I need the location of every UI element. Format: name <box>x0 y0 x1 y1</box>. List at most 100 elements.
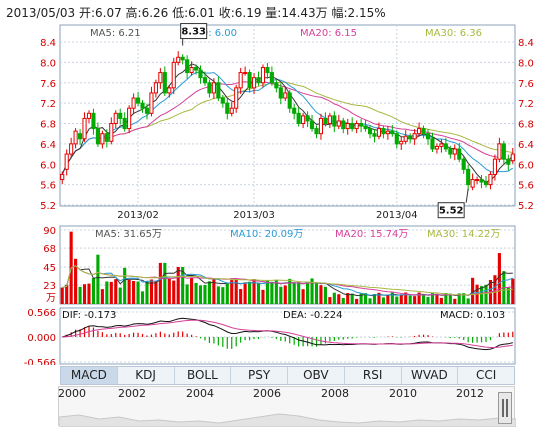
candle-body <box>296 112 301 124</box>
candle-body <box>327 115 332 124</box>
volume-bar <box>417 292 421 304</box>
volume-bar <box>181 267 185 304</box>
candle-body <box>73 130 78 145</box>
candle-body <box>176 56 181 63</box>
volume-y-tick: 68 <box>43 244 56 255</box>
volume-bar <box>149 279 154 304</box>
annotation-box <box>437 202 465 219</box>
candle-body <box>287 92 292 109</box>
candle-body <box>501 143 506 160</box>
candle-body <box>461 158 466 170</box>
range-drag-handle[interactable] <box>498 392 512 424</box>
volume-legend-item: MA30: 14.22万 <box>427 229 500 240</box>
volume-unit: 万 <box>46 293 56 304</box>
price-legend-item: MA5: 6.21 <box>90 28 141 39</box>
candle-body <box>171 61 176 89</box>
candle-body <box>100 133 105 145</box>
volume-bar <box>274 279 278 304</box>
volume-bar <box>279 286 283 304</box>
volume-bar <box>212 278 216 304</box>
candle-body <box>421 128 426 135</box>
volume-bar <box>444 292 448 304</box>
year-label: 2000 <box>58 387 86 400</box>
volume-bar <box>123 267 127 304</box>
volume-panel <box>59 225 516 305</box>
candle-body <box>466 168 471 186</box>
price-y-tick-right: 5.6 <box>518 181 534 192</box>
volume-bar <box>163 262 167 304</box>
tab-rsi[interactable]: RSI <box>345 367 402 384</box>
macd-dea-line <box>62 319 513 348</box>
candle-body <box>292 107 297 114</box>
volume-bar <box>190 277 194 304</box>
candle-body <box>506 158 511 165</box>
candle-body <box>345 123 350 130</box>
candle-body <box>229 107 234 114</box>
candle-body <box>332 115 337 127</box>
volume-bar <box>248 281 252 304</box>
candle-body <box>350 123 355 130</box>
tab-cci[interactable]: CCI <box>475 368 497 382</box>
volume-bar <box>466 298 470 304</box>
price-y-tick-right: 6.0 <box>518 160 534 171</box>
volume-bar <box>439 297 443 304</box>
candle-body <box>64 153 69 170</box>
volume-bar <box>297 282 301 304</box>
tab-macd[interactable]: MACD <box>61 367 118 384</box>
price-y-tick-right: 7.6 <box>518 79 534 90</box>
tab-kdj[interactable]: KDJ <box>118 367 175 384</box>
volume-bar <box>337 294 341 304</box>
volume-bar <box>82 284 87 304</box>
volume-bar <box>453 298 457 304</box>
indicator-tabs: MACD KDJ BOLL PSY OBV RSI WVAD CCI <box>60 366 515 385</box>
volume-bar <box>395 296 399 304</box>
volume-bar <box>471 277 475 304</box>
volume-legend-item: MA10: 20.09万 <box>230 229 303 240</box>
annotation-box <box>180 23 208 40</box>
volume-bar <box>493 275 497 304</box>
tab-psy[interactable]: PSY <box>231 367 288 384</box>
volume-bar <box>252 279 256 304</box>
candle-body <box>341 120 346 130</box>
candle-body <box>497 143 502 160</box>
candle-body <box>113 112 118 124</box>
candle-body <box>198 69 203 79</box>
price-legend-item: MA20: 6.15 <box>300 28 357 39</box>
volume-bar <box>96 254 100 304</box>
price-x-tick: 2013/02 <box>117 210 159 221</box>
volume-bar <box>413 296 417 304</box>
volume-bar <box>105 281 109 304</box>
candle-body <box>301 115 306 124</box>
volume-bar <box>404 292 408 304</box>
volume-bar <box>355 298 359 304</box>
candle-body <box>274 82 279 89</box>
candle-body <box>367 128 373 135</box>
year-label: 2004 <box>186 387 214 400</box>
timeline-navigator[interactable] <box>58 386 516 427</box>
candle-body <box>82 117 87 140</box>
volume-bar <box>426 297 430 304</box>
tab-obv[interactable]: OBV <box>288 367 345 384</box>
volume-bar <box>430 292 435 304</box>
volume-bar <box>100 289 104 304</box>
tab-wvad[interactable]: WVAD <box>402 367 459 384</box>
quote-header: 2013/05/03 开:6.07 高:6.26 低:6.01 收:6.19 量… <box>6 6 386 20</box>
tab-boll[interactable]: BOLL <box>175 367 232 384</box>
candle-body <box>260 66 266 84</box>
price-legend-item: MA10: 6.00 <box>180 28 237 39</box>
price-y-tick-left: 6.4 <box>40 140 56 151</box>
volume-bar <box>265 280 269 304</box>
candle-body <box>323 117 328 124</box>
price-y-tick-right: 8.0 <box>518 58 534 69</box>
volume-bar <box>306 281 310 304</box>
volume-bar <box>60 287 64 304</box>
macd-legend-item: MACD: 0.103 <box>440 310 505 321</box>
volume-bar <box>243 283 247 304</box>
volume-bar <box>221 287 225 304</box>
year-label: 2012 <box>456 387 484 400</box>
candle-body <box>185 59 190 74</box>
volume-legend-item: MA5: 31.65万 <box>95 229 162 240</box>
candle-body <box>256 77 261 84</box>
volume-bar <box>207 281 211 304</box>
volume-bar <box>288 278 292 304</box>
